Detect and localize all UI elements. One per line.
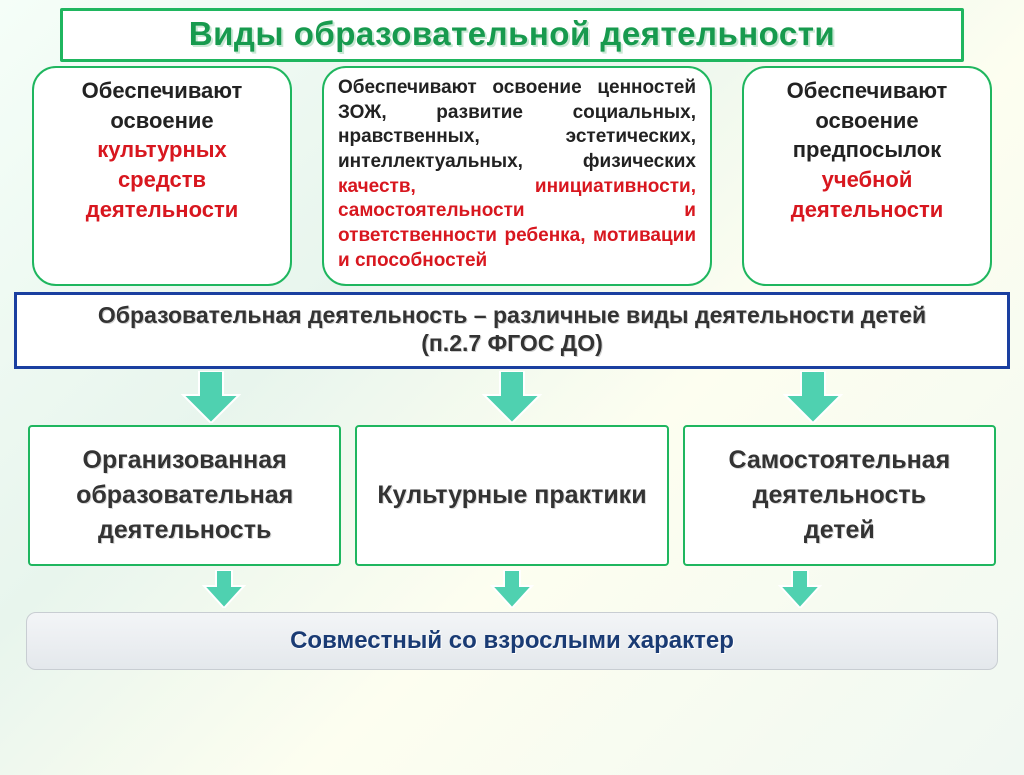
arrow-row-1: [0, 371, 1024, 423]
arrow-row-2: [0, 570, 1024, 608]
text: Образовательная деятельность – различные…: [25, 301, 999, 330]
arrow-down-icon: [490, 570, 534, 608]
main-title: Виды образовательной деятельности: [60, 8, 964, 62]
text: деятельности: [791, 197, 944, 222]
text: детей: [804, 516, 875, 544]
text: Обеспечивают освоение ценностей ЗОЖ, раз…: [338, 77, 696, 172]
text: Обеспечивают: [787, 78, 948, 103]
text: Организованная образовательная деятельно…: [40, 443, 329, 548]
definition-banner: Образовательная деятельность – различные…: [14, 292, 1010, 370]
text: освоение: [110, 108, 213, 133]
top-box-middle: Обеспечивают освоение ценностей ЗОЖ, раз…: [322, 66, 712, 286]
arrow-down-icon: [181, 371, 241, 423]
mid-box-1: Организованная образовательная деятельно…: [28, 425, 341, 566]
text: учебной: [822, 167, 913, 192]
text: освоение: [815, 108, 918, 133]
mid-box-3: Самостоятельная деятельность детей: [683, 425, 996, 566]
text: (п.2.7 ФГОС ДО): [25, 329, 999, 358]
arrow-down-icon: [783, 371, 843, 423]
arrow-down-icon: [482, 371, 542, 423]
top-box-right: Обеспечивают освоение предпосылок учебно…: [742, 66, 992, 286]
bottom-banner: Совместный со взрослыми характер: [26, 612, 998, 670]
text: культурных: [97, 137, 227, 162]
mid-boxes-row: Организованная образовательная деятельно…: [28, 425, 996, 566]
text: средств: [118, 167, 206, 192]
text: качеств, инициативности, самостоятельнос…: [338, 176, 696, 271]
text: предпосылок: [793, 137, 942, 162]
text: Культурные практики: [377, 478, 646, 513]
arrow-down-icon: [202, 570, 246, 608]
text: деятельности: [86, 197, 239, 222]
text: Обеспечивают: [82, 78, 243, 103]
top-boxes-row: Обеспечивают освоение культурных средств…: [32, 66, 992, 286]
arrow-down-icon: [778, 570, 822, 608]
text: Самостоятельная деятельность: [728, 446, 950, 509]
mid-box-2: Культурные практики: [355, 425, 668, 566]
top-box-left: Обеспечивают освоение культурных средств…: [32, 66, 292, 286]
